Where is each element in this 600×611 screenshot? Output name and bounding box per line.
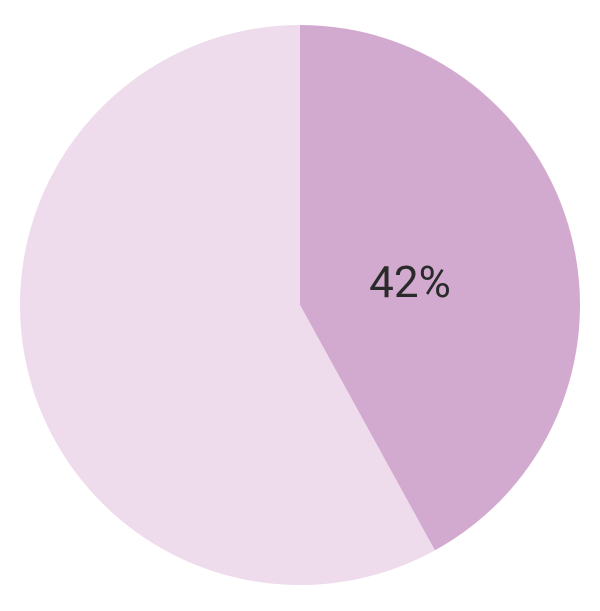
pie-chart: 42%	[0, 0, 600, 611]
slice-label-primary: 42%	[369, 256, 451, 308]
pie-chart-svg	[0, 0, 600, 611]
